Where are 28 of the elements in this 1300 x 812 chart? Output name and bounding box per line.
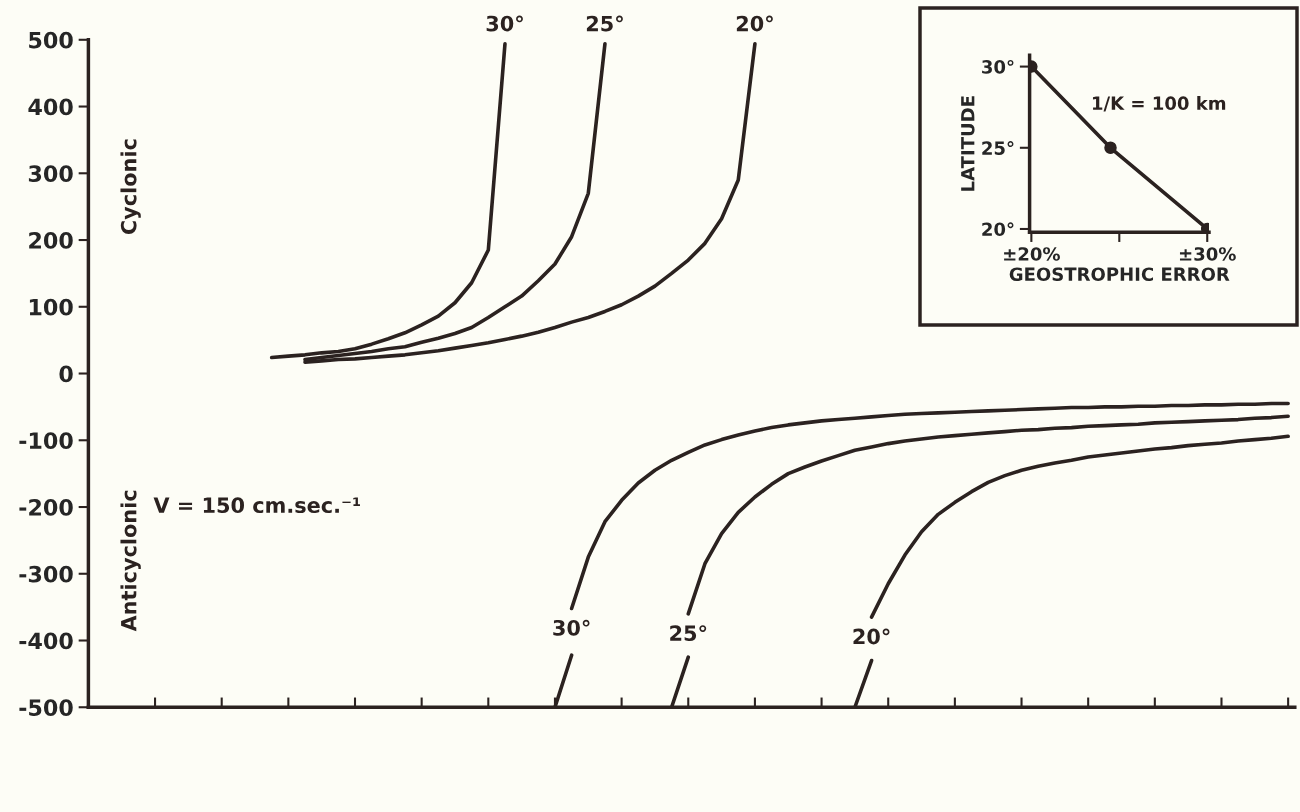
y-tick-label: 0: [59, 365, 73, 383]
annotation: Anticyclonic: [120, 490, 141, 632]
y-tick-label: -200: [19, 498, 73, 516]
y-tick-label: 500: [29, 31, 73, 49]
annotation: V = 150 cm.sec.⁻¹: [153, 497, 360, 514]
y-tick-label: -400: [19, 632, 73, 650]
y-tick-label: 25°: [982, 141, 1014, 155]
annotation: Cyclonic: [120, 139, 141, 235]
y-tick-label: 200: [29, 231, 73, 249]
y-tick-label: 20°: [982, 222, 1014, 237]
y-tick-label: 400: [28, 98, 73, 116]
y-tick-label: -500: [19, 699, 73, 717]
y-axis-title: LATITUDE: [961, 96, 975, 191]
x-axis-title: GEOSTROPHIC ERROR: [1009, 267, 1230, 282]
y-tick-label: 30°: [982, 59, 1014, 74]
y-tick-label: -300: [19, 565, 73, 583]
x-tick-label: ±30%: [1179, 247, 1236, 261]
y-tick-label: -100: [19, 432, 73, 450]
y-tick-label: 100: [29, 298, 73, 316]
annotation: 1/K = 100 km: [1092, 96, 1226, 112]
y-tick-label: 300: [28, 165, 73, 183]
series-label: 25°: [586, 15, 623, 32]
x-tick-label: ±20%: [1004, 247, 1060, 261]
series-label: 30°: [553, 619, 590, 636]
series-label: 25°: [670, 625, 707, 642]
series-label: 20°: [736, 15, 773, 32]
series-label: 20°: [853, 628, 890, 645]
series-label: 30°: [486, 15, 523, 32]
